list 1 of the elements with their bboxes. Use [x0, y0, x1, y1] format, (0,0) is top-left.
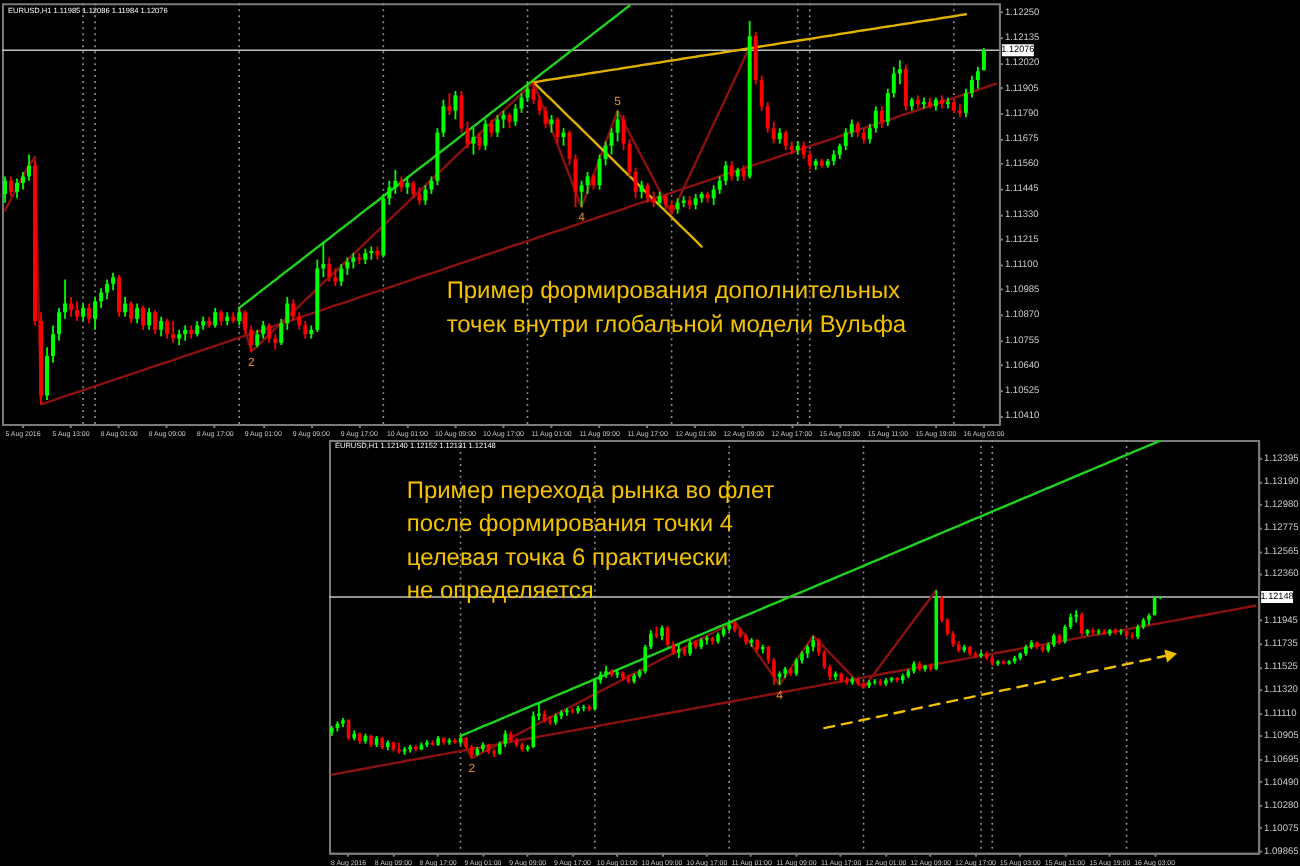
- annotation: Пример формирования дополнительных точек внутри глобальной модели Вульфа: [446, 276, 907, 338]
